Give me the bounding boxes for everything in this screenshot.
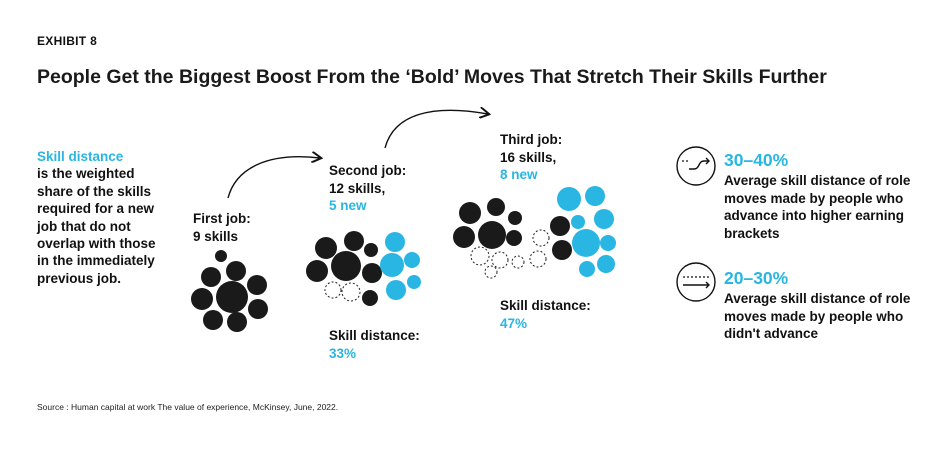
third-job-distance: Skill distance: 47%: [500, 297, 591, 332]
first-job-retained-skill: [191, 288, 213, 310]
third-job-new-skill: [579, 261, 595, 277]
first-job-retained-skill: [215, 250, 227, 262]
second-job-new-skill: [404, 252, 420, 268]
third-job-retained-skill: [487, 198, 505, 216]
stat-advance-description: Average skill distance of role moves mad…: [724, 173, 911, 241]
third-job-retained-skill: [552, 240, 572, 260]
page-title: People Get the Biggest Boost From the ‘B…: [37, 66, 827, 88]
first-job-skill-cluster: [191, 250, 268, 332]
lateral-move-icon: [676, 262, 716, 302]
first-job-retained-skill: [226, 261, 246, 281]
second-job-distance: Skill distance: 33%: [329, 327, 420, 362]
first-job-label: First job: 9 skills: [193, 210, 251, 245]
third-job-previous-skill: [532, 229, 550, 247]
third-job-new-skill: [572, 229, 600, 257]
second-job-retained-skill: [364, 243, 378, 257]
second-job-distance-value: 33%: [329, 345, 357, 361]
second-job-new-skill: [385, 232, 405, 252]
third-job-retained-skill: [459, 202, 481, 224]
second-job-new-skills: 5 new: [329, 198, 367, 213]
first-job-retained-skill: [247, 275, 267, 295]
second-job-previous-skill: [341, 282, 361, 302]
second-job-new-skill: [380, 253, 404, 277]
second-job-previous-skill: [324, 281, 342, 299]
first-job-title: First job:: [193, 211, 251, 226]
second-job-retained-skill: [331, 251, 361, 281]
third-job-retained-skill: [453, 226, 475, 248]
third-job-skill-cluster: [453, 186, 616, 279]
third-job-label: Third job: 16 skills, 8 new: [500, 131, 562, 184]
second-job-label: Second job: 12 skills, 5 new: [329, 162, 406, 215]
third-job-distance-value: 47%: [500, 315, 528, 331]
first-job-retained-skill: [248, 299, 268, 319]
third-job-title: Third job:: [500, 132, 563, 147]
arrow-first-to-second: [227, 157, 320, 199]
third-job-retained-skill: [506, 230, 522, 246]
second-job-retained-skill: [362, 290, 378, 306]
exhibit-label: EXHIBIT 8: [37, 34, 98, 48]
first-job-retained-skill: [201, 267, 221, 287]
first-job-retained-skill: [203, 310, 223, 330]
second-job-retained-skill: [344, 231, 364, 251]
third-job-new-skill: [597, 255, 615, 273]
second-job-retained-skill: [315, 237, 337, 259]
second-job-distance-label: Skill distance:: [329, 328, 420, 343]
first-job-retained-skill: [227, 312, 247, 332]
second-job-new-skill: [386, 280, 406, 300]
third-job-retained-skill: [550, 216, 570, 236]
source-note: Source : Human capital at work The value…: [37, 402, 339, 412]
third-job-previous-skill: [491, 251, 509, 269]
definition-term: Skill distance: [37, 149, 124, 164]
third-job-previous-skill: [484, 265, 498, 279]
third-job-retained-skill: [508, 211, 522, 225]
third-job-skills: 16 skills,: [500, 149, 557, 165]
first-job-retained-skill: [216, 281, 248, 313]
third-job-new-skill: [600, 235, 616, 251]
stat-no-advance-description: Average skill distance of role moves mad…: [724, 291, 911, 341]
third-job-new-skills: 8 new: [500, 167, 538, 182]
advance-icon: [676, 146, 716, 186]
stat-advance-percent: 30–40%: [724, 150, 789, 170]
definition-block: Skill distance is the weighted share of …: [37, 148, 157, 287]
second-job-new-skill: [407, 275, 421, 289]
third-job-new-skill: [585, 186, 605, 206]
third-job-new-skill: [557, 187, 581, 211]
second-job-skills: 12 skills,: [329, 180, 386, 196]
third-job-previous-skill: [529, 250, 547, 268]
third-job-previous-skill: [511, 255, 525, 269]
third-job-new-skill: [594, 209, 614, 229]
stat-no-advance-percent: 20–30%: [724, 268, 789, 288]
second-job-retained-skill: [362, 263, 382, 283]
second-job-retained-skill: [306, 260, 328, 282]
arrow-second-to-third: [384, 110, 488, 149]
third-job-retained-skill: [478, 221, 506, 249]
third-job-previous-skill: [470, 246, 490, 266]
first-job-skills: 9 skills: [193, 228, 239, 244]
second-job-title: Second job:: [329, 163, 407, 178]
third-job-new-skill: [571, 215, 585, 229]
second-job-skill-cluster: [306, 231, 421, 306]
definition-text: is the weighted share of the skills requ…: [37, 166, 156, 286]
third-job-distance-label: Skill distance:: [500, 298, 591, 313]
